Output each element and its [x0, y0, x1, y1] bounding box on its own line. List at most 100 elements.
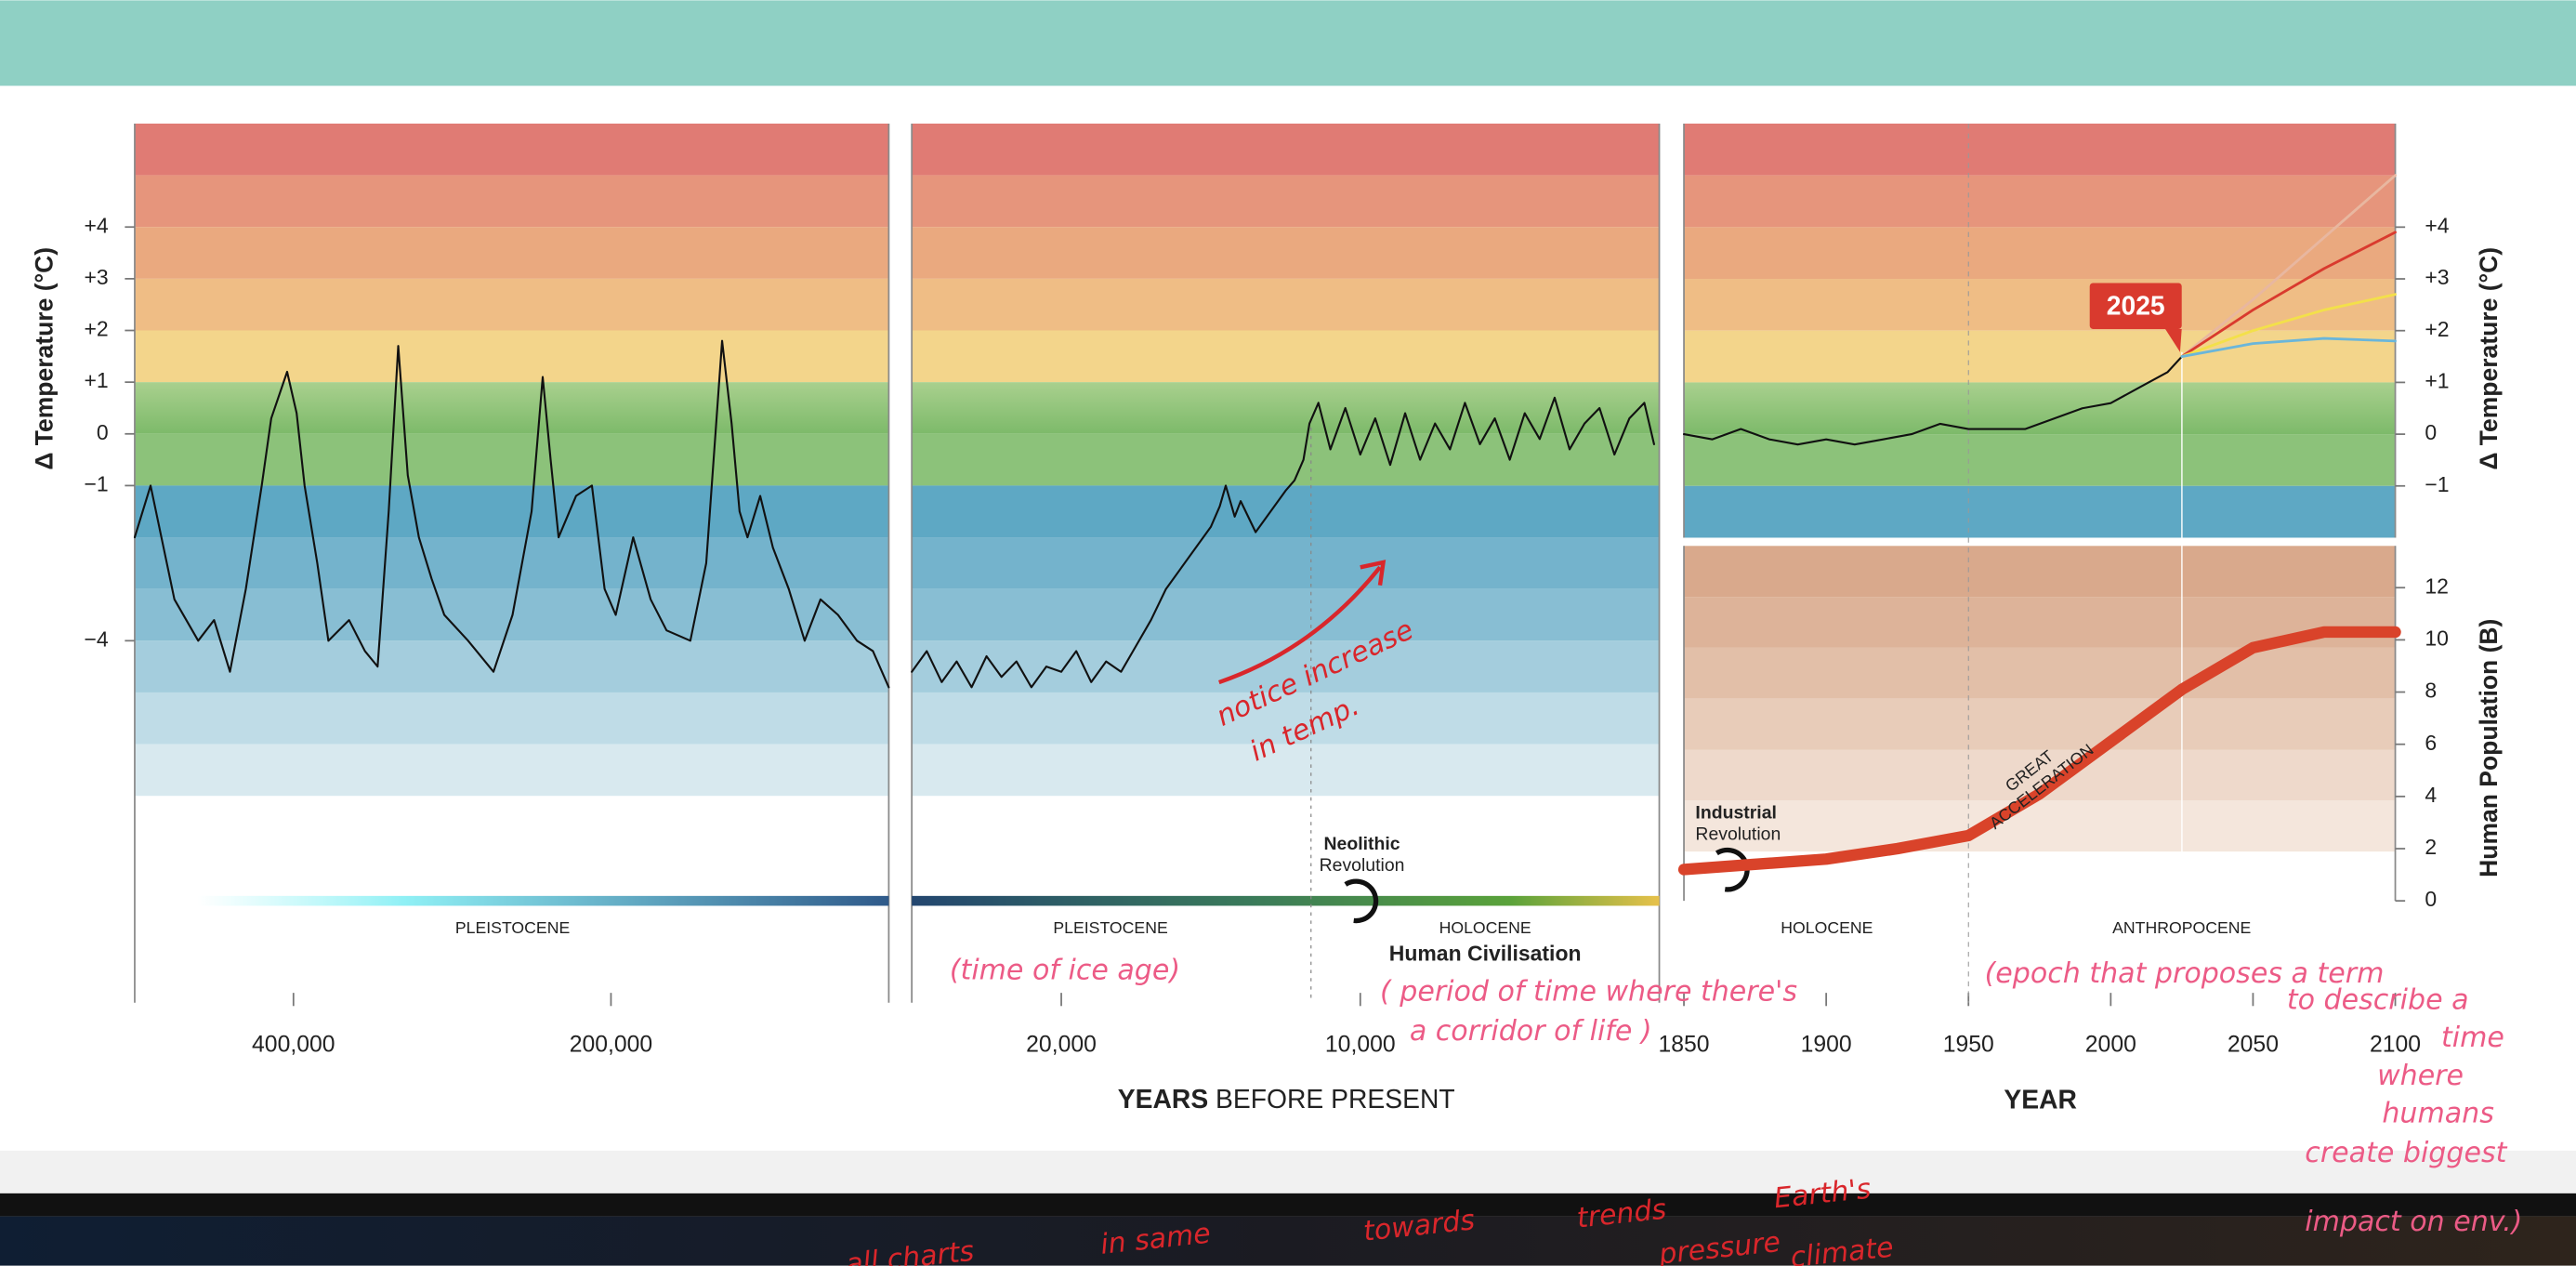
temperature-band: [912, 330, 1660, 383]
temperature-line: [2180, 231, 2397, 358]
callout-label: 2025: [2107, 290, 2165, 320]
temperature-line: [2180, 293, 2397, 358]
arrow: [1218, 565, 1382, 685]
y-tick-label: 6: [2425, 731, 2437, 755]
y-tick-label: −1: [84, 471, 108, 495]
population-band: [1684, 647, 2396, 699]
event-label: Revolution: [1695, 824, 1781, 845]
y-tick-label: 8: [2425, 679, 2437, 703]
temperature-band: [134, 537, 889, 589]
temperature-line: [2180, 336, 2397, 358]
timeline: [197, 895, 889, 906]
y-tick-label: +1: [2425, 368, 2449, 392]
y-tick-label: +3: [84, 265, 108, 289]
y-tick-label: +3: [2425, 265, 2449, 289]
y-axis-title: Human Population (B): [2475, 619, 2503, 877]
temperature-line: [133, 339, 890, 689]
x-tick-label: 2000: [2085, 1032, 2136, 1057]
population-band: [1684, 698, 2396, 750]
temperature-line: [911, 396, 1655, 689]
annotation: create biggest: [2305, 1137, 2507, 1169]
temperature-band: [1684, 434, 2396, 486]
x-axis-title: YEARS BEFORE PRESENT: [1118, 1084, 1455, 1114]
temperature-band: [134, 692, 889, 745]
y-tick-label: +2: [2425, 317, 2449, 341]
callout-box: [2089, 283, 2182, 329]
annotation: time: [2441, 1022, 2504, 1054]
y-tick-label: +1: [84, 368, 108, 392]
temperature-band: [134, 278, 889, 331]
x-tick-label: 2050: [2228, 1032, 2279, 1057]
x-tick-label: 1850: [1659, 1032, 1710, 1057]
annotation: ( period of time where there's: [1380, 976, 1797, 1009]
temperature-band: [134, 382, 889, 434]
y-tick-label: 2: [2425, 835, 2437, 859]
x-tick-label: 200,000: [570, 1032, 652, 1057]
annotation: to describe a: [2287, 984, 2469, 1017]
window-bar: [0, 1150, 2576, 1193]
x-axis-title: YEAR: [2004, 1084, 2077, 1114]
dark-strip: [0, 1193, 2576, 1217]
y-axis-title: Δ Temperature (°C): [2475, 247, 2503, 470]
epoch-label: PLEISTOCENE: [1053, 918, 1168, 937]
x-tick-label: 10,000: [1325, 1032, 1396, 1057]
x-tick-label: 1950: [1943, 1032, 1994, 1057]
annotation: a corridor of life ): [1410, 1015, 1652, 1048]
population-line: [1677, 626, 2401, 876]
x-tick-label: 2100: [2370, 1032, 2421, 1057]
temperature-band: [134, 175, 889, 228]
temperature-band: [1684, 279, 2396, 331]
annotation: impact on env.): [2305, 1206, 2522, 1238]
temperature-band: [134, 227, 889, 279]
y-tick-label: +4: [2425, 213, 2449, 237]
epoch-label: HOLOCENE: [1781, 918, 1873, 937]
epoch-label: HOLOCENE: [1439, 918, 1531, 937]
temperature-band: [912, 227, 1660, 279]
y-tick-label: 12: [2425, 574, 2449, 598]
x-tick-label: 20,000: [1026, 1032, 1097, 1057]
annotation: humans: [2382, 1097, 2494, 1129]
event-label: Industrial: [1695, 803, 1776, 824]
annotation: where: [2377, 1060, 2464, 1092]
y-tick-label: 10: [2425, 626, 2449, 650]
annotation: (epoch that proposes a term: [1985, 957, 2385, 990]
y-axis-title: Δ Temperature (°C): [31, 247, 59, 470]
y-tick-label: +2: [84, 317, 108, 341]
temperature-line: [1682, 355, 2183, 446]
temperature-band: [912, 692, 1660, 745]
temperature-band: [912, 744, 1660, 797]
population-band: [1684, 546, 2396, 598]
x-tick-label: 1900: [1801, 1032, 1852, 1057]
y-tick-label: +4: [84, 213, 108, 237]
y-tick-label: 0: [2425, 420, 2437, 444]
temperature-band: [134, 744, 889, 797]
arrow-head: [1360, 560, 1387, 587]
epoch-label: ANTHROPOCENE: [2112, 918, 2251, 937]
temperature-band: [134, 123, 889, 176]
temperature-band: [912, 175, 1660, 228]
temperature-band: [912, 485, 1660, 538]
temperature-band: [1684, 123, 2396, 176]
temperature-band: [1684, 175, 2396, 228]
annotation: (time of ice age): [950, 955, 1180, 987]
population-band: [1684, 800, 2396, 852]
temperature-line: [2180, 174, 2397, 358]
temperature-band: [134, 330, 889, 383]
temperature-band: [1684, 485, 2396, 538]
temperature-band: [1684, 227, 2396, 280]
temperature-band: [912, 123, 1660, 176]
top-bar: [0, 0, 2576, 86]
temperature-band: [134, 485, 889, 538]
y-tick-label: 0: [97, 420, 109, 444]
caption: Human Civilisation: [1389, 942, 1582, 966]
x-axis-title-part: BEFORE PRESENT: [1216, 1084, 1455, 1114]
event-label: Revolution: [1320, 855, 1405, 876]
x-axis-title-part: YEARS: [1118, 1084, 1208, 1114]
y-tick-label: −4: [84, 626, 108, 651]
plot-area: +4 +3 +2 +1 0 −1 −4 400,000 200,000 20,000 10,000 +…: [84, 123, 2450, 1057]
epoch-label: PLEISTOCENE: [455, 918, 571, 937]
timeline: [912, 895, 1660, 906]
revolution-icon: [1344, 878, 1379, 924]
